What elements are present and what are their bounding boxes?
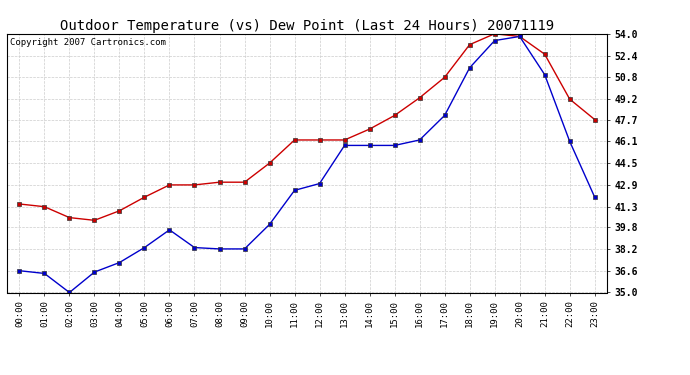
Title: Outdoor Temperature (vs) Dew Point (Last 24 Hours) 20071119: Outdoor Temperature (vs) Dew Point (Last…	[60, 19, 554, 33]
Text: Copyright 2007 Cartronics.com: Copyright 2007 Cartronics.com	[10, 38, 166, 46]
